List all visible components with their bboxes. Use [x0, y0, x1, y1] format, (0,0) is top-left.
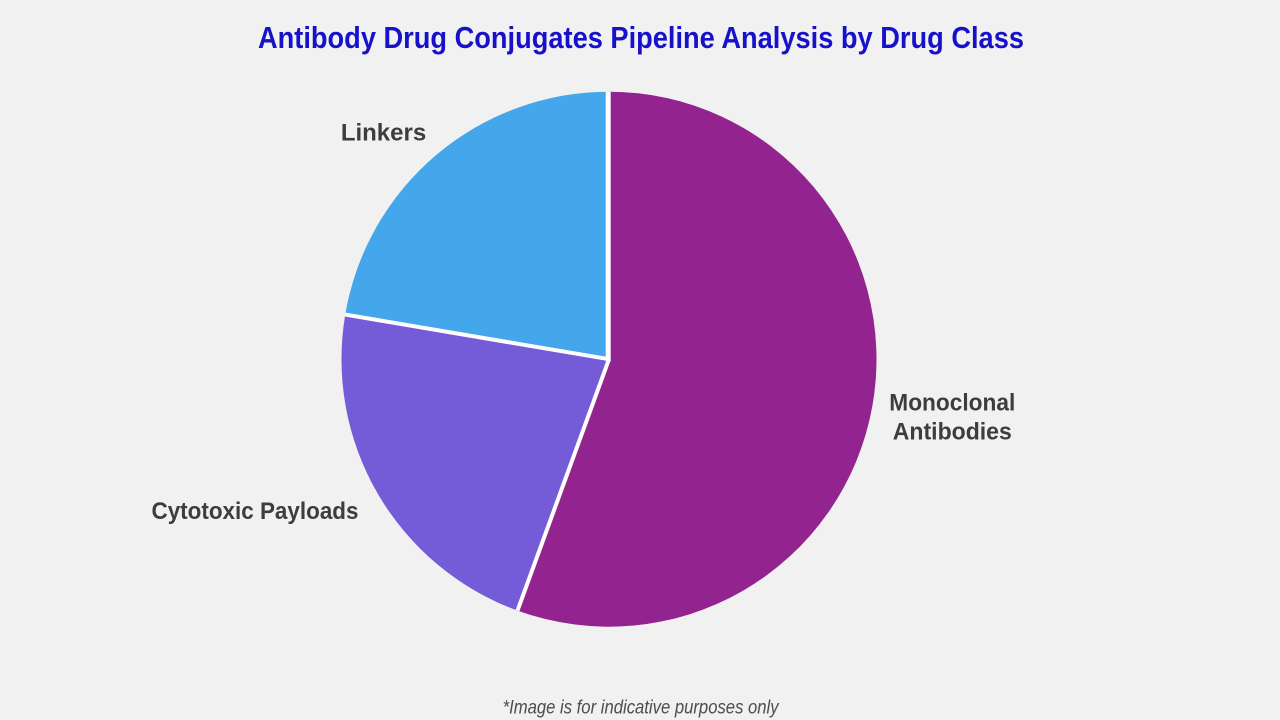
svg-text:*Image is for indicative purpo: *Image is for indicative purposes only: [503, 698, 780, 719]
svg-text:Monoclonal: Monoclonal: [889, 389, 1015, 416]
svg-text:Linkers: Linkers: [341, 119, 426, 146]
svg-text:Antibodies: Antibodies: [893, 418, 1012, 445]
svg-text:Antibody Drug Conjugates Pipel: Antibody Drug Conjugates Pipeline Analys…: [258, 21, 1024, 55]
svg-text:Cytotoxic Payloads: Cytotoxic Payloads: [152, 498, 359, 525]
